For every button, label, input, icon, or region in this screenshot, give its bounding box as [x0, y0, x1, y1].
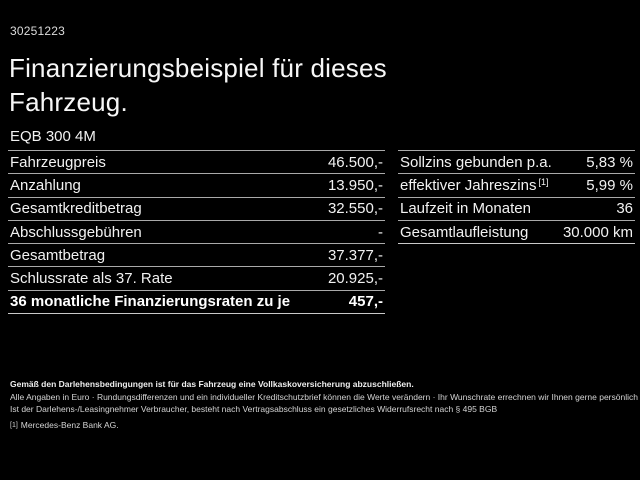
- row-label: Gesamtkreditbetrag: [10, 200, 142, 218]
- footnote-ref-superscript: [1]: [538, 176, 549, 187]
- footer-disclaimer: Gemäß den Darlehensbedingungen ist für d…: [10, 378, 638, 434]
- row-label: effektiver Jahreszins [1]: [398, 177, 548, 194]
- disclaimer-line-1: Alle Angaben in Euro · Rundungsdifferenz…: [10, 391, 638, 402]
- table-row: Gesamtbetrag 37.377,-: [8, 243, 385, 266]
- row-value: 46.500,-: [327, 153, 383, 171]
- offer-reference-number: 30251223: [10, 24, 65, 38]
- row-label: Gesamtbetrag: [10, 246, 106, 264]
- table-row: Gesamtkreditbetrag 32.550,-: [8, 196, 385, 220]
- table-row: Fahrzeugpreis 46.500,-: [8, 150, 385, 173]
- table-row: Anzahlung 13.950,-: [8, 173, 385, 196]
- insurance-note: Gemäß den Darlehensbedingungen ist für d…: [10, 379, 414, 389]
- table-row: Laufzeit in Monaten 36: [398, 196, 635, 220]
- table-row: effektiver Jahreszins [1] 5,99 %: [398, 173, 635, 196]
- row-label: Laufzeit in Monaten: [400, 200, 531, 218]
- table-row: Gesamtlaufleistung 30.000 km: [398, 219, 635, 245]
- vehicle-model: EQB 300 4M: [10, 128, 96, 145]
- row-label: Sollzins gebunden p.a.: [400, 153, 552, 171]
- row-value: 5,99 %: [586, 176, 633, 194]
- row-value: 13.950,-: [327, 176, 383, 194]
- row-label: Fahrzeugpreis: [10, 153, 106, 171]
- row-value: 20.925,-: [327, 270, 383, 288]
- row-value: 32.550,-: [327, 200, 383, 218]
- financing-table-right: Sollzins gebunden p.a. 5,83 % effektiver…: [398, 150, 635, 245]
- row-value: 30.000 km: [562, 223, 633, 241]
- row-value: 457,-: [348, 293, 383, 311]
- row-value: 36: [616, 200, 633, 218]
- table-row: Schlussrate als 37. Rate 20.925,-: [8, 266, 385, 289]
- footnote-marker: [1]: [10, 421, 18, 429]
- table-row: Sollzins gebunden p.a. 5,83 %: [398, 150, 635, 173]
- row-value: 37.377,-: [327, 246, 383, 264]
- row-value: 5,83 %: [586, 153, 633, 171]
- table-row-monthly-rate: 36 monatliche Finanzierungsraten zu je 4…: [8, 289, 385, 315]
- row-label: Anzahlung: [10, 176, 81, 194]
- page-title-line-2: Fahrzeug.: [9, 87, 128, 117]
- disclaimer-line-2: Ist der Darlehens-/Leasingnehmer Verbrau…: [10, 404, 498, 414]
- footnote-bank: [1] Mercedes-Benz Bank AG.: [10, 419, 634, 434]
- table-row: Abschlussgebühren -: [8, 219, 385, 243]
- row-label-text: effektiver Jahreszins: [400, 176, 537, 194]
- page-title-line-1: Finanzierungsbeispiel für dieses: [9, 53, 387, 83]
- row-label: Gesamtlaufleistung: [400, 223, 529, 241]
- financing-table-left: Fahrzeugpreis 46.500,- Anzahlung 13.950,…: [8, 150, 385, 315]
- row-label: 36 monatliche Finanzierungsraten zu je: [10, 293, 291, 311]
- row-label: Schlussrate als 37. Rate: [10, 270, 173, 288]
- footnote-text: Mercedes-Benz Bank AG.: [20, 419, 119, 430]
- page-title: Finanzierungsbeispiel für dieses Fahrzeu…: [9, 51, 387, 119]
- row-value: -: [378, 223, 383, 241]
- row-label: Abschlussgebühren: [10, 223, 142, 241]
